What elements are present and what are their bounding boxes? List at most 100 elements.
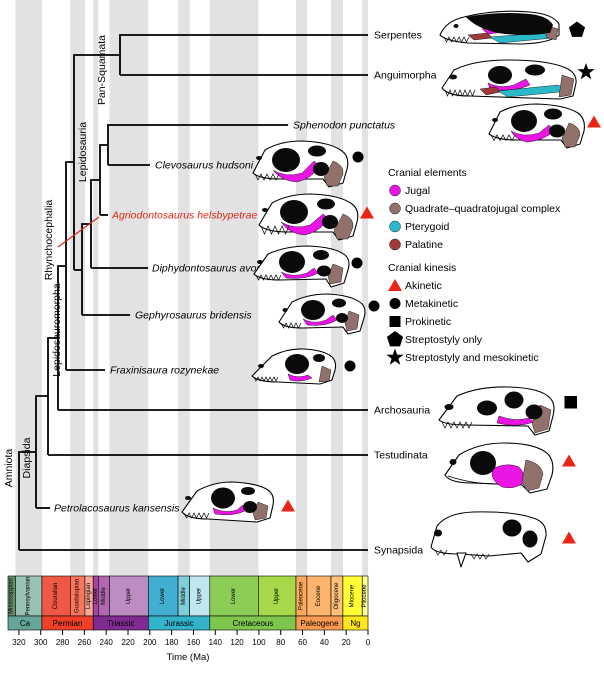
skull-fraxinisaura: [251, 348, 337, 385]
agriodontosaurus-jugal: [280, 213, 330, 236]
sphenodon-quadrate: [561, 122, 581, 148]
epoch-cell: [15, 575, 43, 617]
branch-pansquamata-serpentes: [119, 34, 368, 75]
time-axis-label: Time (Ma): [167, 652, 210, 663]
strat-stripe: [296, 0, 307, 576]
strat-stripe: [331, 0, 343, 576]
streptostyly-pentagon-icon: [386, 331, 404, 347]
skull-clevosaurus: [252, 140, 349, 188]
period-label: Paleogene: [300, 619, 339, 628]
period-label: Ca: [20, 619, 31, 628]
epoch-label: Guadalupian: [75, 579, 81, 613]
branch-archosauromorpha: [57, 265, 66, 410]
branch-clevosaurus-sphenodon: [107, 124, 288, 165]
fraxinisaura-jugal: [287, 373, 313, 382]
kinesis-symbols: [281, 21, 601, 544]
branch-lepidosauromorpha: [65, 161, 74, 370]
quadrate-swatch: [389, 202, 401, 215]
epoch-label: Lopingian: [86, 583, 92, 609]
axis-tick-label: 320: [12, 638, 26, 647]
epoch-label: Cisuralian: [53, 583, 59, 610]
taxon-synapsida: Synapsida: [374, 545, 423, 557]
axis-tick-label: 80: [276, 638, 285, 647]
geologic-timescale: Mississippian Pennsylvanian Cisuralian Guad…: [7, 575, 371, 647]
axis-tick-label: 100: [252, 638, 266, 647]
testudinata-jugal: [491, 464, 525, 489]
clade-labels: Amniota Diapsida Lepidosauromorpha Rhync…: [3, 35, 108, 487]
epoch-label: Lower: [231, 588, 237, 604]
clade-amniota: Amniota: [3, 449, 15, 488]
legend-akinetic: Akinetic: [405, 280, 442, 292]
streptostyly-mesokinetic-star-icon: [386, 348, 404, 365]
branch-sauria: [47, 337, 58, 455]
legend-palatine: Palatine: [405, 239, 443, 251]
epoch-cell: [109, 575, 149, 617]
legend-prokinetic: Prokinetic: [405, 316, 451, 328]
branch-root: [18, 451, 36, 550]
skull-synapsida: [430, 511, 547, 568]
epoch-label: Paleocene: [298, 581, 304, 610]
period-label: Permian: [53, 619, 83, 628]
anguimorpha-quadrate: [558, 74, 575, 98]
legend-streptostyly-mesokinetic: Streptostyly and mesokinetic: [405, 352, 539, 364]
strat-stripe: [93, 0, 99, 576]
epoch-label: Miocene: [350, 584, 356, 607]
clade-lepidosauria: Lepidosauria: [77, 122, 89, 182]
strat-stripe: [362, 0, 368, 576]
akinetic-triangle-sphenodon: [587, 115, 601, 128]
axis-tick-label: 160: [187, 638, 201, 647]
taxon-sphenodon: Sphenodon punctatus: [293, 120, 396, 132]
strat-stripe: [209, 0, 259, 576]
axis-tick-label: 180: [165, 638, 179, 647]
metakinetic-circle-diphydontosaurus: [351, 257, 363, 269]
branch-diapsida: [35, 395, 48, 508]
skull-serpentes: [439, 10, 560, 45]
prokinetic-square-icon: [389, 316, 401, 327]
taxon-clevosaurus: Clevosaurus hudsoni: [155, 160, 254, 172]
axis-tick-label: 0: [366, 638, 371, 647]
period-label: Jurassic: [164, 619, 193, 628]
axis-tick-label: 300: [34, 638, 48, 647]
taxon-fraxinisaura: Fraxinisaura rozynekae: [110, 365, 219, 377]
skull-testudinata: [444, 442, 554, 494]
branch-agriodontosaurus-node: [99, 144, 108, 215]
period-label: Triassic: [107, 619, 134, 628]
metakinetic-circle-clevosaurus: [352, 151, 364, 163]
epoch-label: Pliocene: [362, 584, 368, 608]
skull-archosauria: [438, 386, 555, 436]
skull-sphenodon: [488, 103, 585, 149]
synapsida-canine: [456, 552, 467, 568]
agriodontosaurus-quadrate: [333, 213, 354, 240]
streptostyly-mesokinetic-star-anguimorpha: [577, 63, 595, 80]
branch-lepidosauria: [73, 54, 120, 270]
archosauria-quadrate: [531, 404, 552, 434]
branch-diphydontosaurus-node: [90, 179, 100, 268]
skull-diphydontosaurus: [253, 245, 350, 288]
epoch-label: Upper: [197, 588, 203, 604]
axis-tick-label: 200: [143, 638, 157, 647]
skull-agriodontosaurus: [258, 193, 359, 241]
strat-stripe: [178, 0, 190, 576]
akinetic-triangle-agriodontosaurus: [360, 206, 374, 219]
skull-anguimorpha: [441, 59, 577, 100]
pterygoid-swatch: [389, 220, 401, 233]
legend-elements-title: Cranial elements: [388, 167, 467, 179]
legend-kinesis-title: Cranial kinesis: [388, 262, 456, 274]
epoch-label: Upper: [274, 588, 280, 604]
epoch-label: Upper: [126, 588, 132, 604]
akinetic-triangle-testudinata: [562, 454, 576, 467]
period-label: Cretaceous: [232, 619, 273, 628]
legend-streptostyly-only: Streptostyly only: [405, 334, 483, 346]
legend: Cranial elements Jugal Quadrate–quadrato…: [386, 167, 561, 365]
skull-gephyrosaurus: [278, 293, 366, 335]
epoch-cell: [209, 575, 259, 617]
skull-illustrations: [181, 10, 585, 568]
clade-rhynchocephalia: Rhynchocephalia: [43, 200, 55, 281]
period-label: Ng: [350, 619, 360, 628]
axis-tick-label: 20: [342, 638, 351, 647]
strat-stripe: [109, 0, 149, 576]
testudinata-quadrate: [521, 459, 544, 492]
epoch-label: Middle: [101, 587, 107, 605]
